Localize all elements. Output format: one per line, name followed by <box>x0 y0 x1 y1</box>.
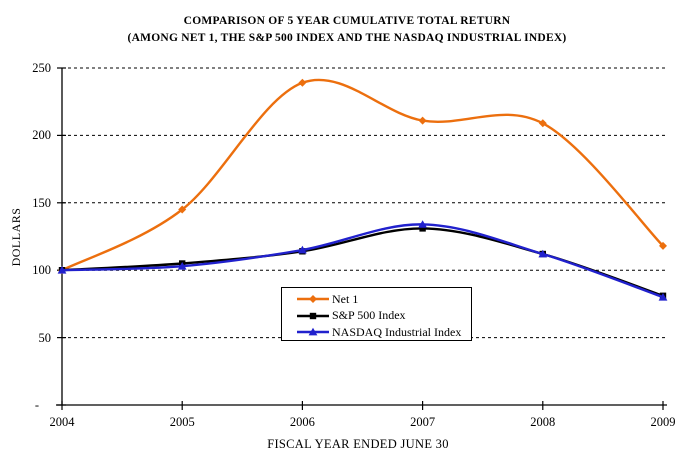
x-tick-label: 2006 <box>289 415 315 429</box>
y-tick-label: 150 <box>32 195 51 210</box>
series-line-net-1 <box>60 78 665 272</box>
chart-title-line1: COMPARISON OF 5 YEAR CUMULATIVE TOTAL RE… <box>183 15 511 27</box>
diamond-marker <box>659 241 667 250</box>
x-axis-title: FISCAL YEAR ENDED JUNE 30 <box>267 437 449 451</box>
legend-label: NASDAQ Industrial Index <box>332 324 462 339</box>
triangle-marker <box>57 266 67 274</box>
x-tick-label: 2004 <box>49 415 75 429</box>
triangle-marker <box>177 262 187 270</box>
triangle-marker <box>298 245 307 254</box>
legend-item: NASDAQ Industrial Index <box>297 324 471 341</box>
x-tick-label: 2005 <box>169 415 195 429</box>
series-line-s-p-500-index <box>60 227 665 297</box>
x-tick-label: 2007 <box>410 415 436 429</box>
diamond-marker <box>418 116 427 125</box>
triangle-marker <box>538 249 548 258</box>
y-tick-label: 200 <box>32 128 51 143</box>
legend-label: Net 1 <box>332 291 359 306</box>
x-tick-label: 2008 <box>530 415 556 429</box>
diamond-marker <box>178 205 187 214</box>
y-tick-label: 250 <box>32 61 51 75</box>
legend-item: Net 1 <box>297 291 471 308</box>
diamond-marker <box>298 78 307 87</box>
x-tick-label: 2009 <box>650 415 676 429</box>
legend-label: S&P 500 Index <box>332 308 406 323</box>
square-swatch-icon <box>297 312 329 319</box>
square-marker <box>419 225 426 232</box>
chart-title-line2: (AMONG NET 1, THE S&P 500 INDEX AND THE … <box>127 31 567 44</box>
y-tick-label: 50 <box>38 330 52 345</box>
triangle-marker <box>418 220 427 228</box>
legend: Net 1 S&P 500 Index NASDAQ Industrial Inde… <box>281 287 472 341</box>
series-line-nasdaq-industrial-index <box>60 223 665 299</box>
diamond-swatch-icon <box>297 295 329 304</box>
diamond-marker <box>538 119 547 128</box>
chart-title: COMPARISON OF 5 YEAR CUMULATIVE TOTAL RE… <box>0 13 694 46</box>
y-tick-label: 100 <box>32 263 51 278</box>
y-tick-label: - <box>34 398 39 412</box>
triangle-swatch-icon <box>297 328 329 336</box>
legend-item: S&P 500 Index <box>297 308 471 325</box>
triangle-marker <box>658 293 668 301</box>
